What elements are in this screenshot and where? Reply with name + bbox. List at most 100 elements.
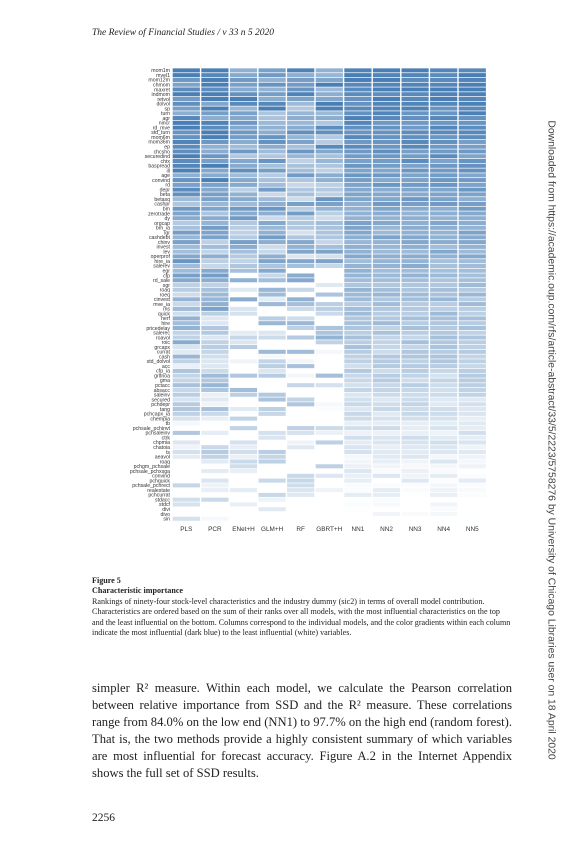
heatmap-cell — [258, 287, 286, 292]
heatmap-cell — [315, 139, 343, 144]
heatmap-cell — [344, 473, 372, 478]
heatmap-cell — [201, 292, 229, 297]
heatmap-cell — [315, 92, 343, 97]
row-label: std_dolvol — [147, 359, 170, 365]
heatmap-cell — [201, 173, 229, 178]
heatmap-cell — [201, 440, 229, 445]
heatmap-cell — [315, 335, 343, 340]
heatmap-cell — [458, 87, 486, 92]
heatmap-cell — [258, 430, 286, 435]
heatmap-cell — [430, 77, 458, 82]
heatmap-cell — [430, 340, 458, 345]
heatmap-cell — [372, 197, 401, 202]
heatmap-cell — [201, 497, 229, 502]
row-label: roavol — [156, 335, 170, 341]
heatmap-cell — [372, 407, 401, 412]
heatmap-cell — [201, 144, 229, 149]
heatmap-cell — [401, 473, 429, 478]
heatmap-cell — [258, 259, 286, 264]
heatmap-cell — [458, 302, 486, 307]
heatmap-cell — [315, 163, 343, 168]
heatmap-cell — [201, 364, 229, 369]
heatmap-cell — [458, 201, 486, 206]
heatmap-cell — [430, 335, 458, 340]
heatmap-cell — [458, 297, 486, 302]
heatmap-cell — [201, 349, 229, 354]
heatmap-cell — [315, 421, 343, 426]
heatmap-cell — [315, 73, 343, 78]
heatmap-cell — [172, 225, 200, 230]
heatmap-cell — [372, 354, 401, 359]
heatmap-cell — [372, 168, 401, 173]
heatmap-cell — [344, 244, 372, 249]
heatmap-cell — [315, 387, 343, 393]
heatmap-cell — [344, 120, 372, 125]
heatmap-cell — [372, 106, 401, 111]
heatmap-cell — [287, 201, 315, 206]
heatmap-cell — [430, 273, 458, 278]
heatmap-cell — [172, 287, 200, 292]
heatmap-cell — [201, 397, 229, 402]
heatmap-cell — [401, 497, 429, 502]
heatmap-cell — [372, 421, 401, 426]
heatmap-cell — [372, 378, 401, 383]
heatmap-cell — [372, 149, 401, 154]
heatmap-cell — [401, 173, 429, 178]
heatmap-cell — [229, 488, 258, 493]
heatmap-cell — [258, 335, 286, 340]
row-label: operprof — [151, 254, 171, 260]
heatmap-cell — [401, 249, 429, 254]
heatmap-cell — [229, 149, 258, 154]
heatmap-cell — [315, 407, 343, 412]
heatmap-cell — [172, 178, 200, 183]
heatmap-cell — [372, 278, 401, 283]
heatmap-cell — [458, 464, 486, 469]
row-label: lgr — [164, 230, 170, 236]
heatmap-cell — [287, 106, 315, 111]
heatmap-cell — [458, 192, 486, 197]
download-sidebar: Downloaded from https://academic.oup.com… — [540, 120, 562, 759]
heatmap-cell — [172, 111, 200, 116]
heatmap-cell — [315, 488, 343, 493]
heatmap-cell — [315, 354, 343, 359]
heatmap-cell — [172, 340, 200, 345]
heatmap-cell — [229, 421, 258, 426]
heatmap-cell — [430, 464, 458, 469]
heatmap-cell — [372, 325, 401, 330]
heatmap-cell — [458, 402, 486, 407]
heatmap-cell — [229, 211, 258, 216]
heatmap-cell — [315, 82, 343, 87]
heatmap-cell — [458, 254, 486, 259]
heatmap-cell — [458, 359, 486, 364]
heatmap-cell — [344, 268, 372, 273]
heatmap-cell — [172, 345, 200, 350]
row-label: ill — [167, 168, 170, 174]
heatmap-cell — [344, 73, 372, 78]
heatmap-cell — [401, 144, 429, 149]
heatmap-cell — [287, 378, 315, 383]
heatmap-cell — [401, 125, 429, 130]
heatmap-cell — [229, 416, 258, 421]
heatmap-cell — [287, 77, 315, 82]
heatmap-cell — [229, 73, 258, 78]
heatmap-cell — [229, 516, 258, 521]
heatmap-cell — [315, 392, 343, 397]
heatmap-cell — [344, 483, 372, 488]
heatmap-cell — [458, 92, 486, 97]
heatmap-cell — [287, 335, 315, 340]
heatmap-cell — [172, 201, 200, 206]
heatmap-cell — [458, 349, 486, 354]
heatmap-cell — [458, 154, 486, 159]
heatmap-cell — [229, 378, 258, 383]
column-label: NN3 — [409, 526, 422, 533]
heatmap-cell — [201, 407, 229, 412]
heatmap-cell — [172, 116, 200, 121]
heatmap-cell — [229, 92, 258, 97]
heatmap-cell — [401, 306, 429, 311]
heatmap-cell — [258, 392, 286, 397]
heatmap-cell — [458, 173, 486, 178]
heatmap-cell — [229, 82, 258, 87]
heatmap-cell — [344, 511, 372, 517]
heatmap-cell — [201, 92, 229, 97]
heatmap-cell — [458, 440, 486, 445]
